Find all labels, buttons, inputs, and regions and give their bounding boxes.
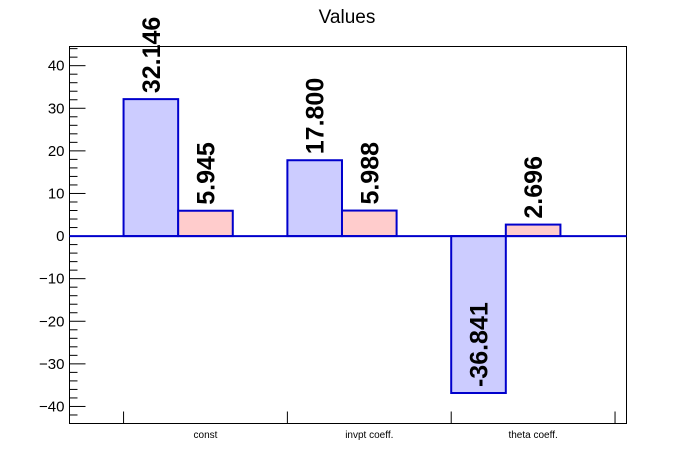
data-label: 5.988 [356, 142, 384, 205]
y-tick-label: 20 [48, 143, 65, 160]
bar [504, 223, 562, 238]
y-tick-label: 30 [48, 100, 65, 117]
x-category-label: invpt coeff. [345, 430, 393, 441]
y-tick-label: −30 [39, 356, 64, 373]
y-tick-label: −40 [39, 398, 64, 415]
bar [450, 235, 507, 395]
data-label: 2.696 [520, 156, 548, 219]
bar [177, 209, 234, 238]
x-category-label: theta coeff. [508, 430, 557, 441]
bar [286, 159, 343, 238]
y-tick-label: −10 [39, 271, 64, 288]
y-tick-label: 0 [56, 228, 64, 245]
x-axis: const invpt coeff. theta coeff. [123, 411, 616, 441]
data-label: -36.841 [466, 302, 494, 387]
chart-title: Values [319, 7, 376, 28]
y-tick-label: 10 [48, 185, 65, 202]
data-labels: 32.146 17.800 -36.841 5.945 5.988 2.696 [138, 17, 548, 387]
y-tick-label: −20 [39, 313, 64, 330]
data-label: 5.945 [192, 142, 220, 205]
bar [340, 209, 398, 238]
data-label: 17.800 [302, 78, 330, 154]
x-category-label: const [194, 430, 218, 441]
data-label: 32.146 [138, 17, 166, 93]
plot-frame [69, 46, 627, 424]
y-axis: −40 −30 −20 −10 0 10 20 30 40 [39, 48, 86, 424]
bars [122, 98, 562, 395]
bar [122, 98, 180, 238]
y-tick-label: 40 [48, 58, 65, 75]
